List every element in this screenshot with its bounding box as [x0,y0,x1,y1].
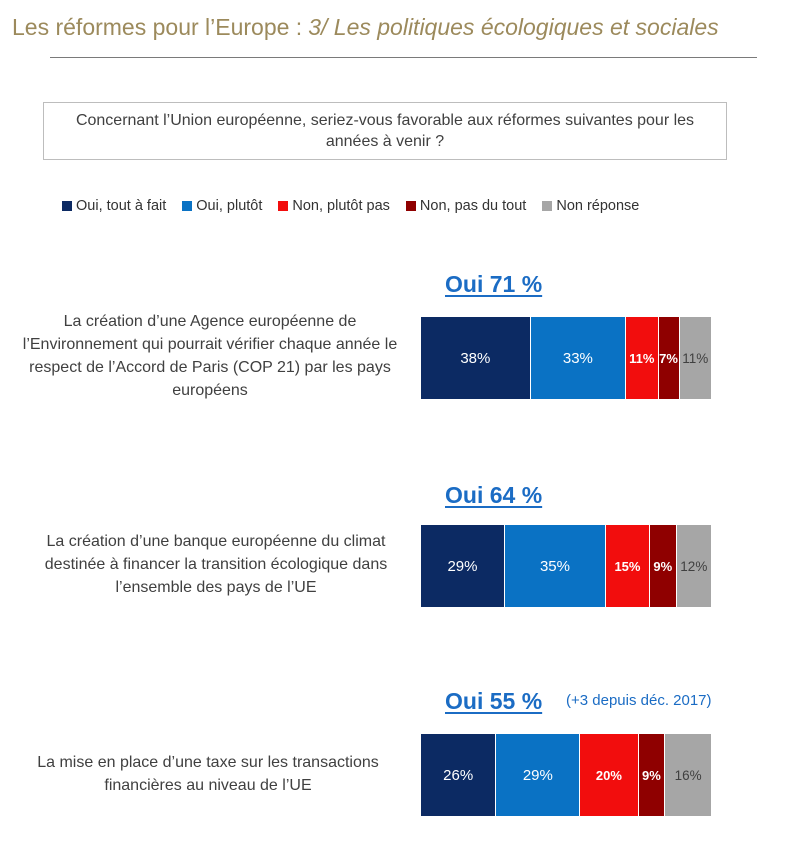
bar-segment-non-pas-du-tout: 7% [658,317,680,399]
legend-swatch [62,201,72,211]
bar-segment-non-reponse: 12% [676,525,711,607]
bar-segment-non-pas-du-tout: 9% [638,734,666,816]
question-box: Concernant l’Union européenne, seriez-vo… [43,102,727,160]
oui-total-row-2: Oui 64 % [445,482,543,508]
oui-total-row-1: Oui 71 % [445,271,543,297]
chart-legend: Oui, tout à fait Oui, plutôt Non, plutôt… [62,198,639,214]
legend-swatch [405,201,416,211]
stacked-bar-row-3: 26% 29% 20% 9% 16% [421,734,711,816]
bar-segment-oui-plutot: 29% [496,734,581,816]
bar-segment-oui-plutot: 33% [530,317,627,399]
bar-segment-oui-tout-a-fait: 38% [421,317,531,399]
bar-segment-oui-plutot: 35% [504,525,607,607]
bar-segment-non-reponse: 16% [665,734,711,816]
bar-segment-oui-tout-a-fait: 29% [421,525,505,607]
legend-label: Non, plutôt pas [292,198,390,214]
reform-label-row-3: La mise en place d’une taxe sur les tran… [37,754,379,794]
reform-label-row-1: La création d’une Agence européenne de l… [22,313,398,399]
question-text: Concernant l’Union européenne, seriez-vo… [75,112,695,150]
legend-item-non-reponse: Non réponse [542,198,639,214]
bar-segment-oui-tout-a-fait: 26% [421,734,497,816]
oui-total-row-3: Oui 55 % [445,688,543,714]
bar-segment-non-plutot-pas: 15% [606,525,650,607]
legend-swatch [542,201,553,211]
bar-segment-non-plutot-pas: 20% [580,734,639,816]
legend-item-non-plutot-pas: Non, plutôt pas [278,198,390,214]
bar-segment-non-plutot-pas: 11% [626,317,659,399]
legend-label: Oui, plutôt [196,198,263,214]
stacked-bar-row-1: 38% 33% 11% 7% 11% [421,317,711,399]
reform-label-row-2: La création d’une banque européenne du c… [44,533,388,596]
title-main: Les réformes pour l’Europe : [12,14,303,40]
legend-item-oui-plutot: Oui, plutôt [182,198,262,214]
legend-swatch [182,201,193,211]
title-divider [50,57,757,58]
change-note-row-3: (+3 depuis déc. 2017) [566,692,712,709]
legend-item-oui-tout-a-fait: Oui, tout à fait [62,198,166,214]
bar-segment-non-reponse: 11% [679,317,711,399]
stacked-bar-row-2: 29% 35% 15% 9% 12% [421,525,711,607]
bar-segment-non-pas-du-tout: 9% [649,525,677,607]
legend-label: Non, pas du tout [419,198,527,214]
legend-label: Oui, tout à fait [76,198,167,214]
title-subtitle: 3/ Les politiques écologiques et sociale… [308,14,719,40]
legend-swatch [278,201,289,211]
legend-item-non-pas-du-tout: Non, pas du tout [405,198,527,214]
legend-label: Non réponse [556,198,640,214]
page-title: Les réformes pour l’Europe :3/ Les polit… [12,14,719,41]
